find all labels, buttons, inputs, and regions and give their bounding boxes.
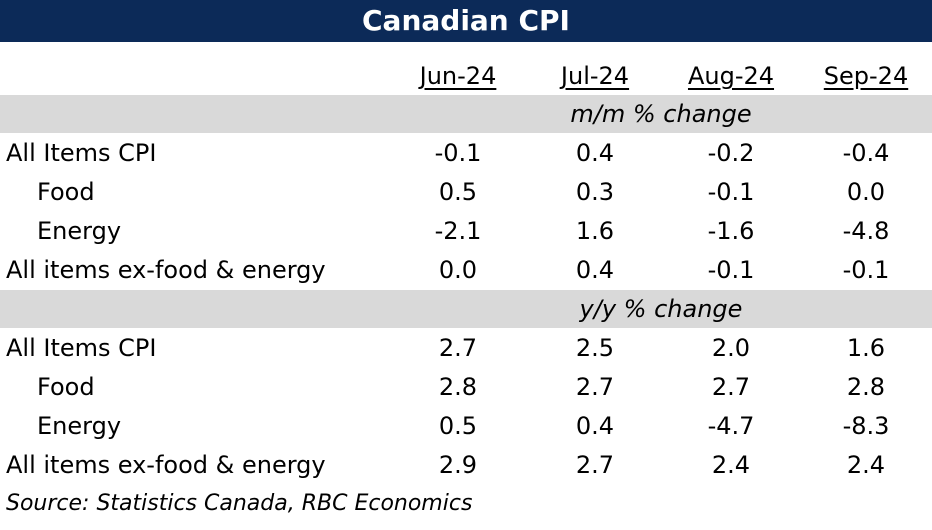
cell-value: 0.0 bbox=[846, 178, 886, 206]
cell-value: 0.5 bbox=[438, 412, 478, 440]
cell-value: -0.1 bbox=[707, 256, 755, 284]
section-band-mm bbox=[0, 95, 932, 133]
cell-value: 0.4 bbox=[575, 256, 615, 284]
cell-value: -0.1 bbox=[707, 178, 755, 206]
table-row: All items ex-food & energy 0.0 0.4 -0.1 … bbox=[0, 251, 932, 290]
column-header-sep-24: Sep-24 bbox=[823, 62, 909, 90]
section-label-yy-text: y/y % change bbox=[579, 295, 743, 323]
row-label: All items ex-food & energy bbox=[6, 451, 326, 479]
cell-value: 2.0 bbox=[711, 334, 751, 362]
cell-value: 0.4 bbox=[575, 412, 615, 440]
row-label: All Items CPI bbox=[6, 334, 157, 362]
source-note: Source: Statistics Canada, RBC Economics bbox=[6, 491, 473, 516]
table-row: All Items CPI -0.1 0.4 -0.2 -0.4 bbox=[0, 134, 932, 173]
table-row: Food 2.8 2.7 2.7 2.8 bbox=[0, 368, 932, 407]
cell-value: 2.8 bbox=[438, 373, 478, 401]
cell-value: 0.0 bbox=[438, 256, 478, 284]
cell-value: 2.7 bbox=[438, 334, 478, 362]
cell-value: 2.7 bbox=[575, 451, 615, 479]
cell-value: 1.6 bbox=[575, 217, 615, 245]
table-row: All Items CPI 2.7 2.5 2.0 1.6 bbox=[0, 329, 932, 368]
cell-value: -2.1 bbox=[434, 217, 482, 245]
cell-value: -0.4 bbox=[842, 139, 890, 167]
cell-value: -0.2 bbox=[707, 139, 755, 167]
cell-value: 2.4 bbox=[711, 451, 751, 479]
row-label: Energy bbox=[37, 217, 122, 245]
row-label: All Items CPI bbox=[6, 139, 157, 167]
cell-value: 2.5 bbox=[575, 334, 615, 362]
cell-value: 2.4 bbox=[846, 451, 886, 479]
section-label-mm-text: m/m % change bbox=[570, 100, 752, 128]
row-label: Food bbox=[37, 178, 95, 206]
cell-value: -4.7 bbox=[707, 412, 755, 440]
cell-value: 1.6 bbox=[846, 334, 886, 362]
cell-value: -1.6 bbox=[707, 217, 755, 245]
cell-value: 2.7 bbox=[575, 373, 615, 401]
cell-value: -4.8 bbox=[842, 217, 890, 245]
row-label: Energy bbox=[37, 412, 122, 440]
cell-value: -8.3 bbox=[842, 412, 890, 440]
table-row: Energy -2.1 1.6 -1.6 -4.8 bbox=[0, 212, 932, 251]
cell-value: -0.1 bbox=[434, 139, 482, 167]
row-label: Food bbox=[37, 373, 95, 401]
column-header-aug-24: Aug-24 bbox=[687, 62, 775, 90]
section-band-yy bbox=[0, 290, 932, 328]
cell-value: 2.8 bbox=[846, 373, 886, 401]
table-row: Energy 0.5 0.4 -4.7 -8.3 bbox=[0, 407, 932, 446]
cell-value: -0.1 bbox=[842, 256, 890, 284]
table-row: All items ex-food & energy 2.9 2.7 2.4 2… bbox=[0, 446, 932, 485]
cell-value: 2.9 bbox=[438, 451, 478, 479]
table-row: Food 0.5 0.3 -0.1 0.0 bbox=[0, 173, 932, 212]
cell-value: 0.5 bbox=[438, 178, 478, 206]
table-title: Canadian CPI bbox=[0, 0, 932, 42]
section-label-yy: y/y % change bbox=[0, 290, 932, 328]
cell-value: 2.7 bbox=[711, 373, 751, 401]
cell-value: 0.4 bbox=[575, 139, 615, 167]
row-label: All items ex-food & energy bbox=[6, 256, 326, 284]
cell-value: 0.3 bbox=[575, 178, 615, 206]
column-header-jul-24: Jul-24 bbox=[560, 62, 630, 90]
column-header-jun-24: Jun-24 bbox=[419, 62, 497, 90]
section-label-mm: m/m % change bbox=[0, 95, 932, 133]
